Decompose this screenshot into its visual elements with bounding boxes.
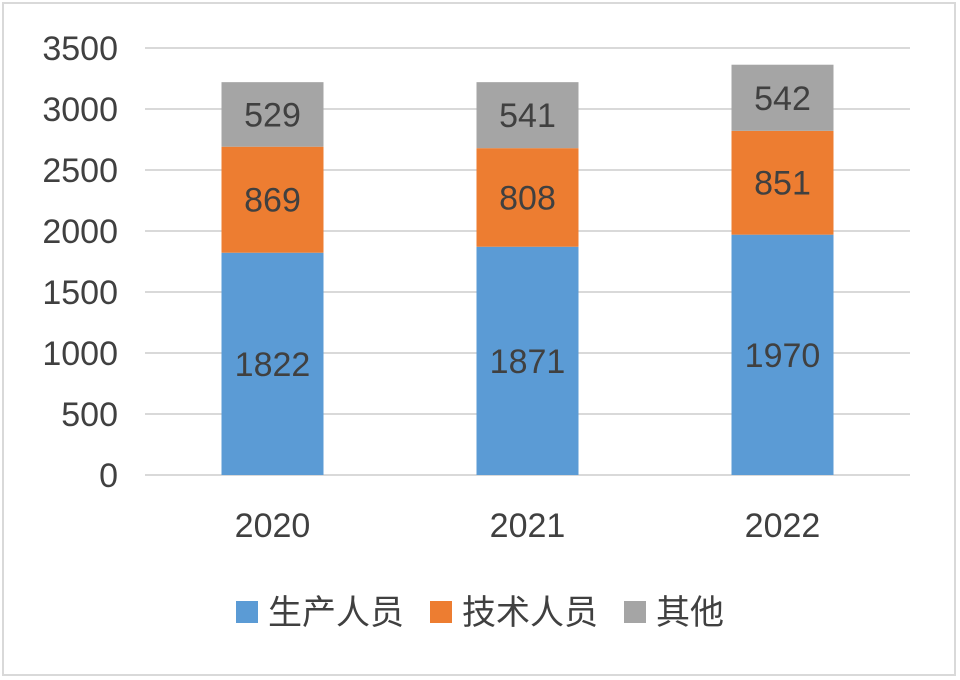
- data-label: 529: [244, 96, 301, 134]
- legend-item: 其他: [624, 594, 724, 632]
- x-axis: 2020 2021 2022: [235, 507, 821, 545]
- y-tick-label: 1000: [42, 335, 118, 373]
- y-tick-label: 3500: [42, 30, 118, 68]
- y-axis: 0 500 1000 1500 2000 2500 3000 3500: [42, 30, 118, 495]
- bar-segment: [476, 148, 579, 247]
- data-label: 869: [244, 182, 301, 220]
- data-label: 541: [499, 97, 556, 135]
- x-category-label: 2020: [235, 507, 311, 545]
- y-tick-label: 2500: [42, 152, 118, 190]
- bar-segment: [731, 64, 834, 131]
- y-tick-label: 3000: [42, 91, 118, 129]
- legend-item: 生产人员: [236, 594, 404, 632]
- bar-segment: [731, 130, 834, 235]
- legend-swatch: [624, 601, 646, 623]
- legend: 生产人员 技术人员 其他: [236, 594, 724, 632]
- legend-label: 技术人员: [462, 594, 598, 632]
- data-label: 1970: [745, 337, 821, 375]
- y-tick-label: 0: [99, 457, 118, 495]
- x-category-label: 2022: [745, 507, 821, 545]
- data-label: 1871: [490, 343, 566, 381]
- bar-segment: [221, 252, 324, 475]
- bar-segment: [476, 246, 579, 475]
- y-tick-label: 500: [61, 396, 118, 434]
- data-labels: 1822 869 529 1871 808 541 1970 851 542: [235, 80, 821, 384]
- legend-label: 生产人员: [268, 594, 404, 632]
- legend-swatch: [236, 601, 258, 623]
- data-label: 542: [754, 80, 811, 118]
- bar-segment: [221, 82, 324, 147]
- bar-segment: [731, 234, 834, 475]
- legend-label: 其他: [656, 594, 724, 632]
- data-label: 1822: [235, 346, 311, 384]
- data-label: 851: [754, 165, 811, 203]
- bars: [221, 64, 834, 475]
- data-label: 808: [499, 179, 556, 217]
- legend-swatch: [430, 601, 452, 623]
- y-tick-label: 1500: [42, 274, 118, 312]
- y-tick-label: 2000: [42, 213, 118, 251]
- legend-item: 技术人员: [430, 594, 598, 632]
- bar-segment: [476, 82, 579, 149]
- x-category-label: 2021: [490, 507, 566, 545]
- bar-segment: [221, 146, 324, 253]
